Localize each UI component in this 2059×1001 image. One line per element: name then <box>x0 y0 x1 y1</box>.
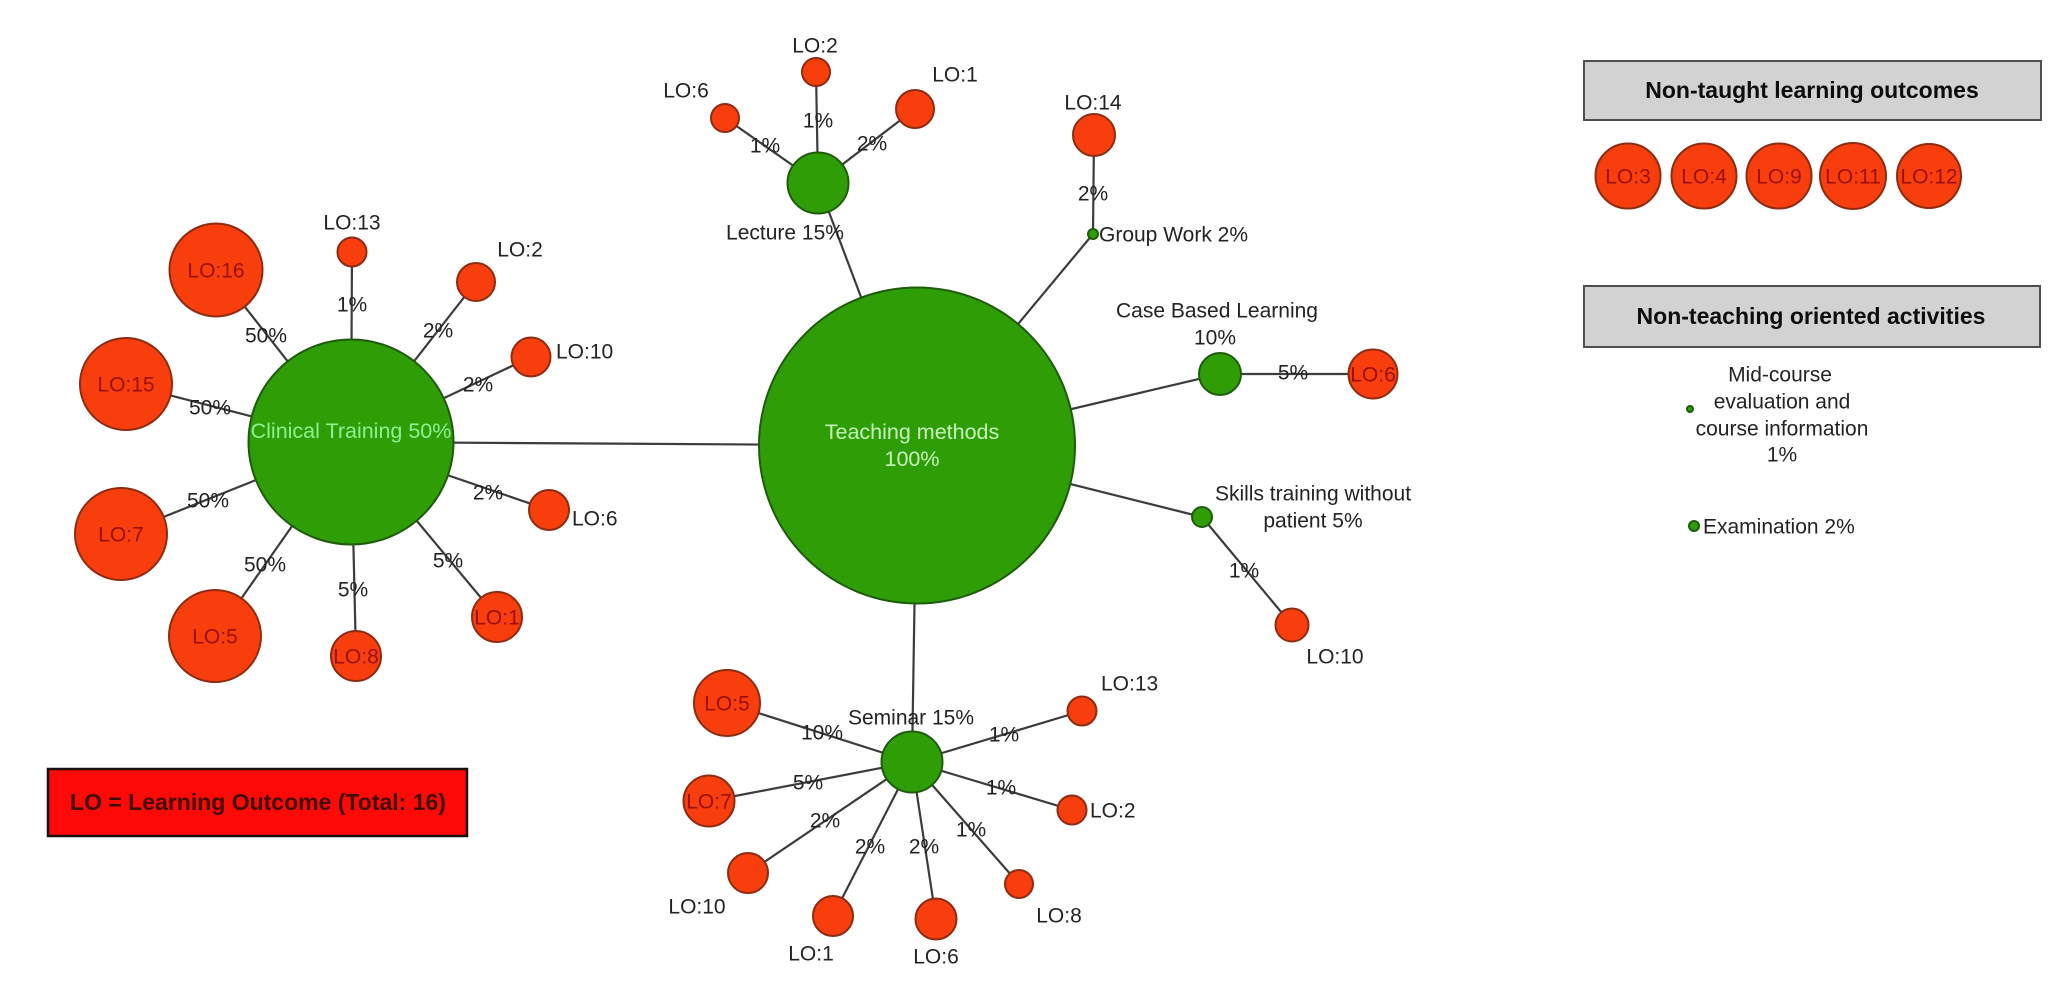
svg-text:Non-teaching oriented activiti: Non-teaching oriented activities <box>1637 303 1986 329</box>
svg-text:LO:16: LO:16 <box>187 260 244 283</box>
svg-text:LO:9: LO:9 <box>1756 166 1802 189</box>
svg-text:course information: course information <box>1696 418 1869 441</box>
svg-text:LO:2: LO:2 <box>1090 800 1136 823</box>
svg-text:Clinical Training 50%: Clinical Training 50% <box>251 419 452 443</box>
svg-text:2%: 2% <box>857 133 887 156</box>
svg-text:LO:3: LO:3 <box>1605 166 1651 189</box>
svg-text:1%: 1% <box>803 110 833 133</box>
svg-text:Teaching methods: Teaching methods <box>825 420 1000 444</box>
svg-text:LO:10: LO:10 <box>1306 646 1363 669</box>
svg-text:Case Based Learning: Case Based Learning <box>1116 300 1318 323</box>
svg-text:5%: 5% <box>793 772 823 795</box>
svg-text:Group Work 2%: Group Work 2% <box>1099 224 1248 247</box>
svg-text:1%: 1% <box>986 777 1016 800</box>
svg-text:50%: 50% <box>244 554 286 577</box>
svg-text:LO:1: LO:1 <box>788 943 834 966</box>
svg-text:LO:11: LO:11 <box>1825 166 1881 189</box>
svg-text:LO:1: LO:1 <box>474 607 520 630</box>
svg-text:50%: 50% <box>245 325 287 348</box>
svg-text:LO:15: LO:15 <box>97 374 154 397</box>
svg-text:5%: 5% <box>1278 362 1308 385</box>
svg-text:2%: 2% <box>1078 183 1108 206</box>
svg-text:LO:4: LO:4 <box>1681 166 1727 189</box>
svg-text:Mid-course: Mid-course <box>1728 364 1832 387</box>
svg-text:Non-taught learning outcomes: Non-taught learning outcomes <box>1645 77 1979 103</box>
svg-text:1%: 1% <box>989 724 1019 747</box>
svg-text:2%: 2% <box>463 374 493 397</box>
svg-text:Seminar 15%: Seminar 15% <box>848 707 974 730</box>
svg-text:Examination 2%: Examination 2% <box>1703 516 1855 539</box>
svg-text:LO:13: LO:13 <box>1101 673 1158 696</box>
svg-text:LO:10: LO:10 <box>556 341 613 364</box>
svg-text:LO:12: LO:12 <box>1900 166 1957 189</box>
svg-text:LO:14: LO:14 <box>1064 92 1122 115</box>
svg-text:LO:6: LO:6 <box>663 80 709 103</box>
svg-text:LO:5: LO:5 <box>192 626 238 649</box>
svg-text:10%: 10% <box>801 722 843 745</box>
svg-text:LO:8: LO:8 <box>1036 905 1082 928</box>
svg-text:LO:6: LO:6 <box>913 946 959 969</box>
svg-text:2%: 2% <box>909 836 939 859</box>
svg-text:10%: 10% <box>1194 327 1236 350</box>
svg-text:LO:10: LO:10 <box>668 896 725 919</box>
svg-text:50%: 50% <box>187 490 229 513</box>
svg-text:100%: 100% <box>885 447 940 471</box>
svg-text:Skills training without: Skills training without <box>1215 483 1411 506</box>
svg-text:LO:13: LO:13 <box>323 212 380 235</box>
svg-text:1%: 1% <box>956 819 986 842</box>
svg-text:Lecture 15%: Lecture 15% <box>726 222 844 245</box>
svg-text:LO:1: LO:1 <box>932 64 978 87</box>
svg-text:1%: 1% <box>1229 560 1259 583</box>
svg-text:patient 5%: patient 5% <box>1263 510 1362 533</box>
svg-text:50%: 50% <box>189 397 231 420</box>
svg-text:2%: 2% <box>855 836 885 859</box>
svg-text:LO:2: LO:2 <box>792 35 838 58</box>
svg-text:LO = Learning Outcome (Total:: LO = Learning Outcome (Total: 16) <box>70 789 446 815</box>
svg-text:5%: 5% <box>338 579 368 602</box>
svg-text:LO:2: LO:2 <box>497 239 543 262</box>
svg-text:2%: 2% <box>423 320 453 343</box>
svg-text:evaluation and: evaluation and <box>1714 391 1851 414</box>
svg-text:LO:7: LO:7 <box>98 524 144 547</box>
svg-text:LO:8: LO:8 <box>333 646 379 669</box>
svg-text:LO:5: LO:5 <box>704 693 750 716</box>
svg-text:1%: 1% <box>750 135 780 158</box>
svg-text:2%: 2% <box>473 482 503 505</box>
svg-text:1%: 1% <box>1767 444 1797 467</box>
svg-text:LO:6: LO:6 <box>572 508 618 531</box>
svg-text:1%: 1% <box>337 294 367 317</box>
svg-text:2%: 2% <box>810 810 840 833</box>
svg-text:LO:6: LO:6 <box>1350 364 1396 387</box>
svg-text:5%: 5% <box>433 550 463 573</box>
svg-text:LO:7: LO:7 <box>686 791 732 814</box>
